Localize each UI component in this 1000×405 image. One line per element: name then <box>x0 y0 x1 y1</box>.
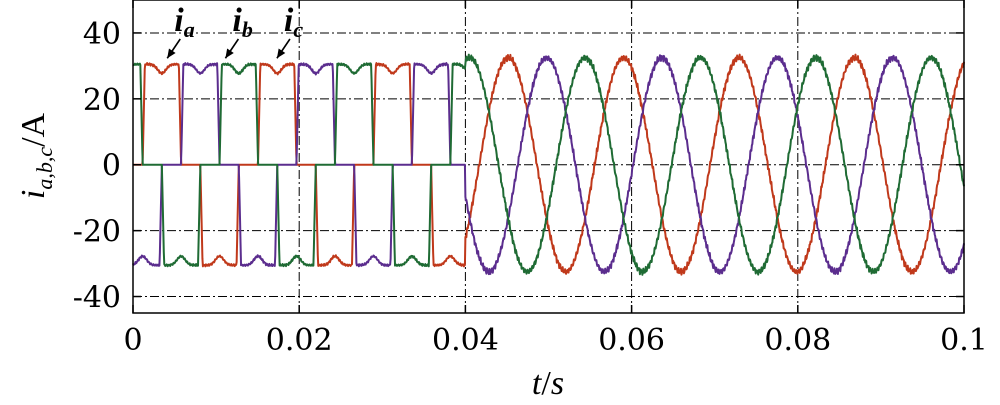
annotation-label-b: ib <box>232 2 252 42</box>
annotation-label-c: ic <box>284 2 303 42</box>
x-tick-label: 0.06 <box>598 323 665 358</box>
y-axis-title: ia,b,c/A <box>15 112 57 199</box>
plot-frame <box>132 0 965 314</box>
y-tick-label: -20 <box>73 215 121 250</box>
annotation-main: i <box>232 2 242 39</box>
x-axis-title-unit: s <box>551 365 564 402</box>
y-axis-title-main: i <box>15 190 52 199</box>
series-line-a <box>132 53 965 276</box>
x-axis-title-main: t <box>532 365 543 402</box>
y-tick-label: 40 <box>83 17 121 52</box>
series-annotations: ia ib ic <box>166 2 303 59</box>
x-tick-label: 0.08 <box>764 323 831 358</box>
series-line-c <box>132 53 965 276</box>
x-axis-title-sep: / <box>541 365 551 402</box>
x-axis-title: t/s <box>532 365 564 402</box>
x-tick-label: 0 <box>123 323 142 358</box>
x-tick-label: 0.04 <box>432 323 499 358</box>
series-group <box>132 53 965 276</box>
axis-ticks <box>132 0 965 313</box>
annotation-main: i <box>174 2 184 39</box>
annotation-main: i <box>284 2 294 39</box>
y-tick-label: -40 <box>73 281 121 316</box>
annotation-sub: b <box>242 17 253 42</box>
annotation-arrowhead-c <box>276 48 286 59</box>
y-axis-title-sub: a,b,c <box>32 147 57 190</box>
annotation-sub: a <box>184 17 195 42</box>
x-tick-label: 0.1 <box>940 323 988 358</box>
annotation-arrowhead-b <box>225 48 234 59</box>
tick-labels: 0 0.02 0.04 0.06 0.08 0.1 -40 -20 0 20 40 <box>73 17 988 358</box>
series-line-b <box>132 54 965 276</box>
y-tick-label: 20 <box>83 83 121 118</box>
y-axis-title-unit: /A <box>15 112 52 146</box>
annotation-label-a: ia <box>174 2 194 42</box>
x-tick-label: 0.02 <box>266 323 333 358</box>
y-tick-label: 0 <box>102 149 121 184</box>
annotation-arrowhead-a <box>167 48 176 59</box>
annotation-sub: c <box>293 17 303 42</box>
